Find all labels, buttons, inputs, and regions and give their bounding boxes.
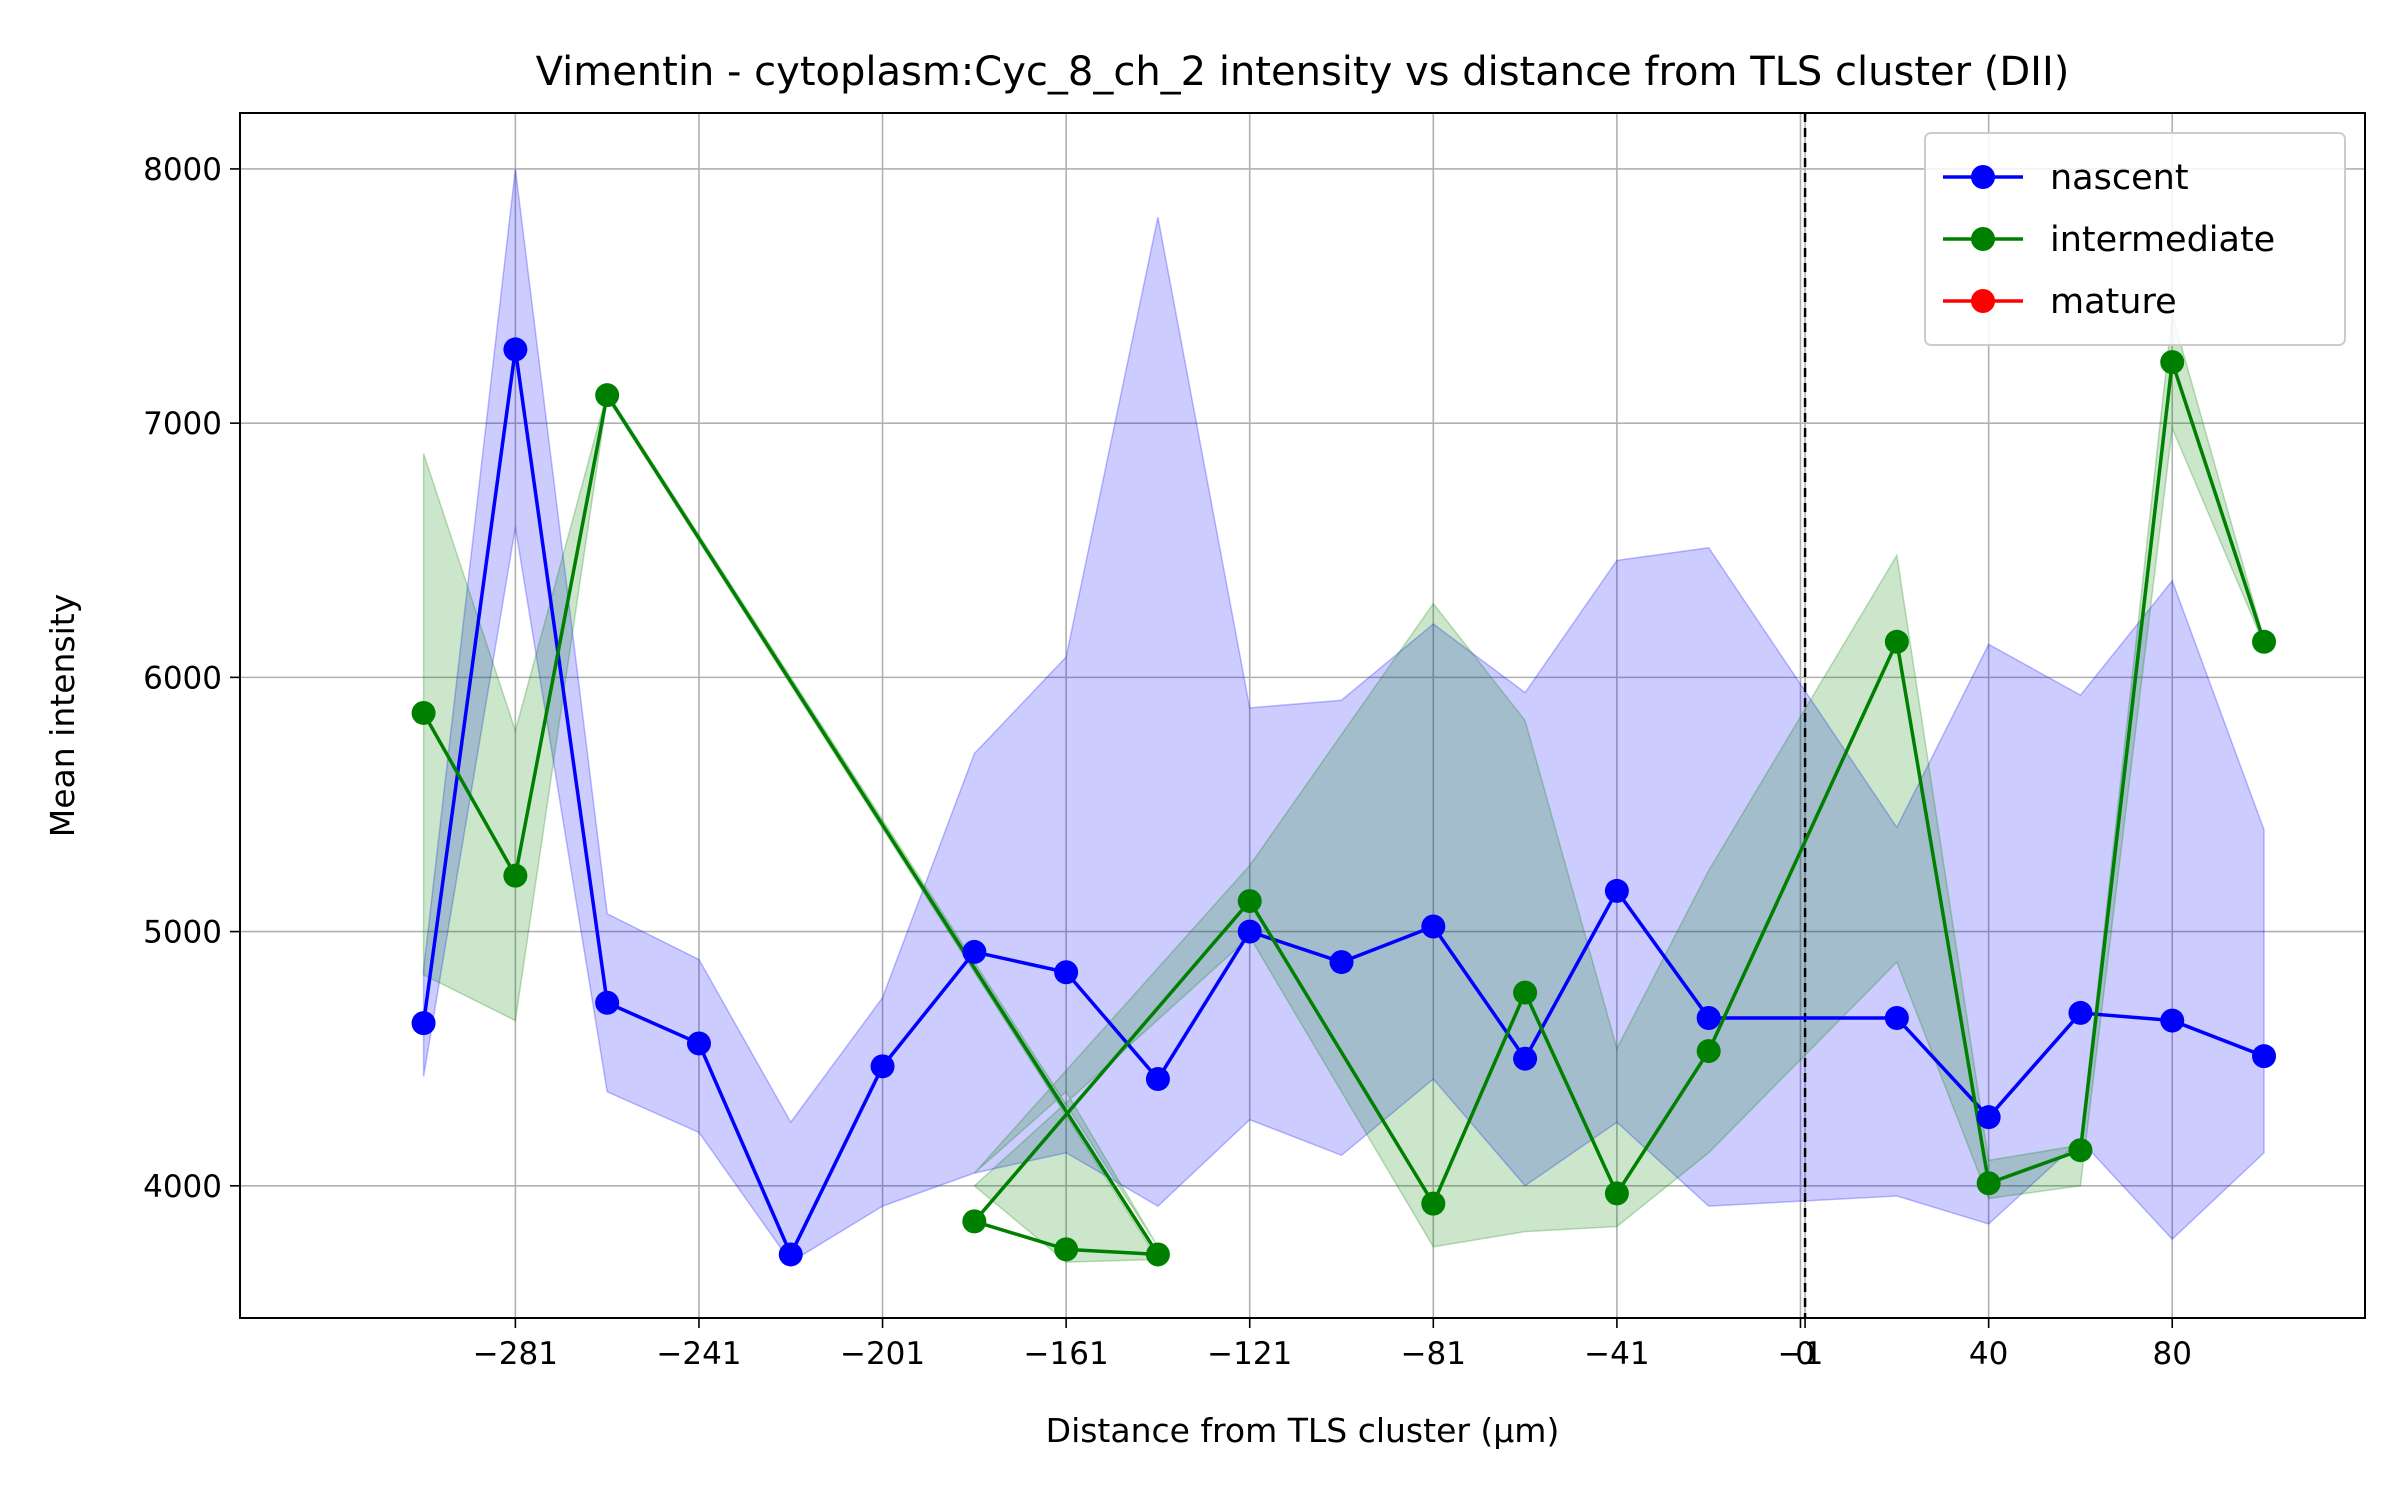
- legend: nascent intermediate mature: [1924, 132, 2346, 346]
- axis-ticks: −281 −241 −201 −161 −121 −81 −41 −10 40 80 4000 500…: [143, 152, 2192, 1372]
- legend-marker-mature: [1971, 289, 1995, 313]
- y-tick-label: 5000: [143, 915, 222, 951]
- legend-box: [1924, 132, 2346, 346]
- point-nascent: [1329, 950, 1354, 975]
- point-nascent: [1054, 960, 1079, 985]
- point-nascent: [2252, 1044, 2277, 1069]
- point-nascent: [1145, 1067, 1170, 1092]
- point-nascent: [1513, 1046, 1538, 1071]
- legend-label-mature: mature: [2050, 282, 2177, 322]
- point-nascent: [2068, 1000, 2093, 1025]
- point-intermediate: [503, 863, 528, 888]
- point-nascent: [1421, 914, 1446, 939]
- point-intermediate: [2160, 350, 2185, 375]
- plot-area-frame: [239, 112, 2366, 1319]
- x-tick-label: −241: [656, 1336, 741, 1372]
- point-intermediate: [1421, 1191, 1446, 1216]
- point-intermediate: [1884, 629, 1909, 654]
- point-nascent: [778, 1242, 803, 1267]
- point-intermediate: [1513, 980, 1538, 1005]
- x-tick-label: −41: [1584, 1336, 1649, 1372]
- y-tick-label: 8000: [143, 152, 222, 188]
- chart-title: Vimentin - cytoplasm:Cyc_8_ch_2 intensit…: [536, 49, 2070, 95]
- point-intermediate: [1604, 1181, 1629, 1206]
- point-nascent: [1237, 919, 1262, 944]
- point-intermediate: [1976, 1171, 2001, 1196]
- y-tick-label: 4000: [143, 1169, 222, 1205]
- point-nascent: [962, 939, 987, 964]
- legend-label-nascent: nascent: [2050, 158, 2189, 198]
- point-intermediate: [411, 700, 436, 725]
- point-nascent: [503, 337, 528, 362]
- point-intermediate: [595, 383, 620, 408]
- x-tick-label: 0: [1795, 1336, 1815, 1372]
- y-axis-label: Mean intensity: [43, 594, 82, 837]
- point-nascent: [1884, 1006, 1909, 1031]
- point-nascent: [1696, 1006, 1721, 1031]
- point-nascent: [1976, 1105, 2001, 1130]
- point-nascent: [2160, 1008, 2185, 1033]
- x-tick-label: −1: [1778, 1336, 1824, 1372]
- point-nascent: [1604, 878, 1629, 903]
- point-nascent: [595, 990, 620, 1015]
- point-nascent: [411, 1011, 436, 1036]
- legend-marker-nascent: [1971, 165, 1995, 189]
- x-tick-label: −281: [473, 1336, 558, 1372]
- x-tick-label: −121: [1207, 1336, 1292, 1372]
- x-tick-label: −81: [1401, 1336, 1466, 1372]
- legend-marker-intermediate: [1971, 227, 1995, 251]
- point-intermediate: [1237, 889, 1262, 914]
- point-intermediate: [1696, 1039, 1721, 1064]
- x-tick-label: −201: [840, 1336, 925, 1372]
- point-intermediate: [1054, 1237, 1079, 1262]
- x-axis-label: Distance from TLS cluster (μm): [1046, 1411, 1560, 1450]
- point-intermediate: [2252, 629, 2277, 654]
- point-intermediate: [962, 1209, 987, 1234]
- x-tick-label: 40: [1969, 1336, 2008, 1372]
- y-tick-label: 7000: [143, 406, 222, 442]
- point-intermediate: [2068, 1138, 2093, 1163]
- y-tick-label: 6000: [143, 660, 222, 696]
- point-nascent: [686, 1031, 711, 1056]
- series-markers: [411, 337, 2277, 1267]
- point-intermediate: [1145, 1242, 1170, 1267]
- series-lines: [421, 347, 2266, 1257]
- legend-label-intermediate: intermediate: [2050, 220, 2275, 260]
- point-nascent: [870, 1054, 895, 1079]
- line-intermediate: [422, 360, 2266, 1257]
- x-tick-label: −161: [1024, 1336, 1109, 1372]
- x-tick-label: 80: [2153, 1336, 2192, 1372]
